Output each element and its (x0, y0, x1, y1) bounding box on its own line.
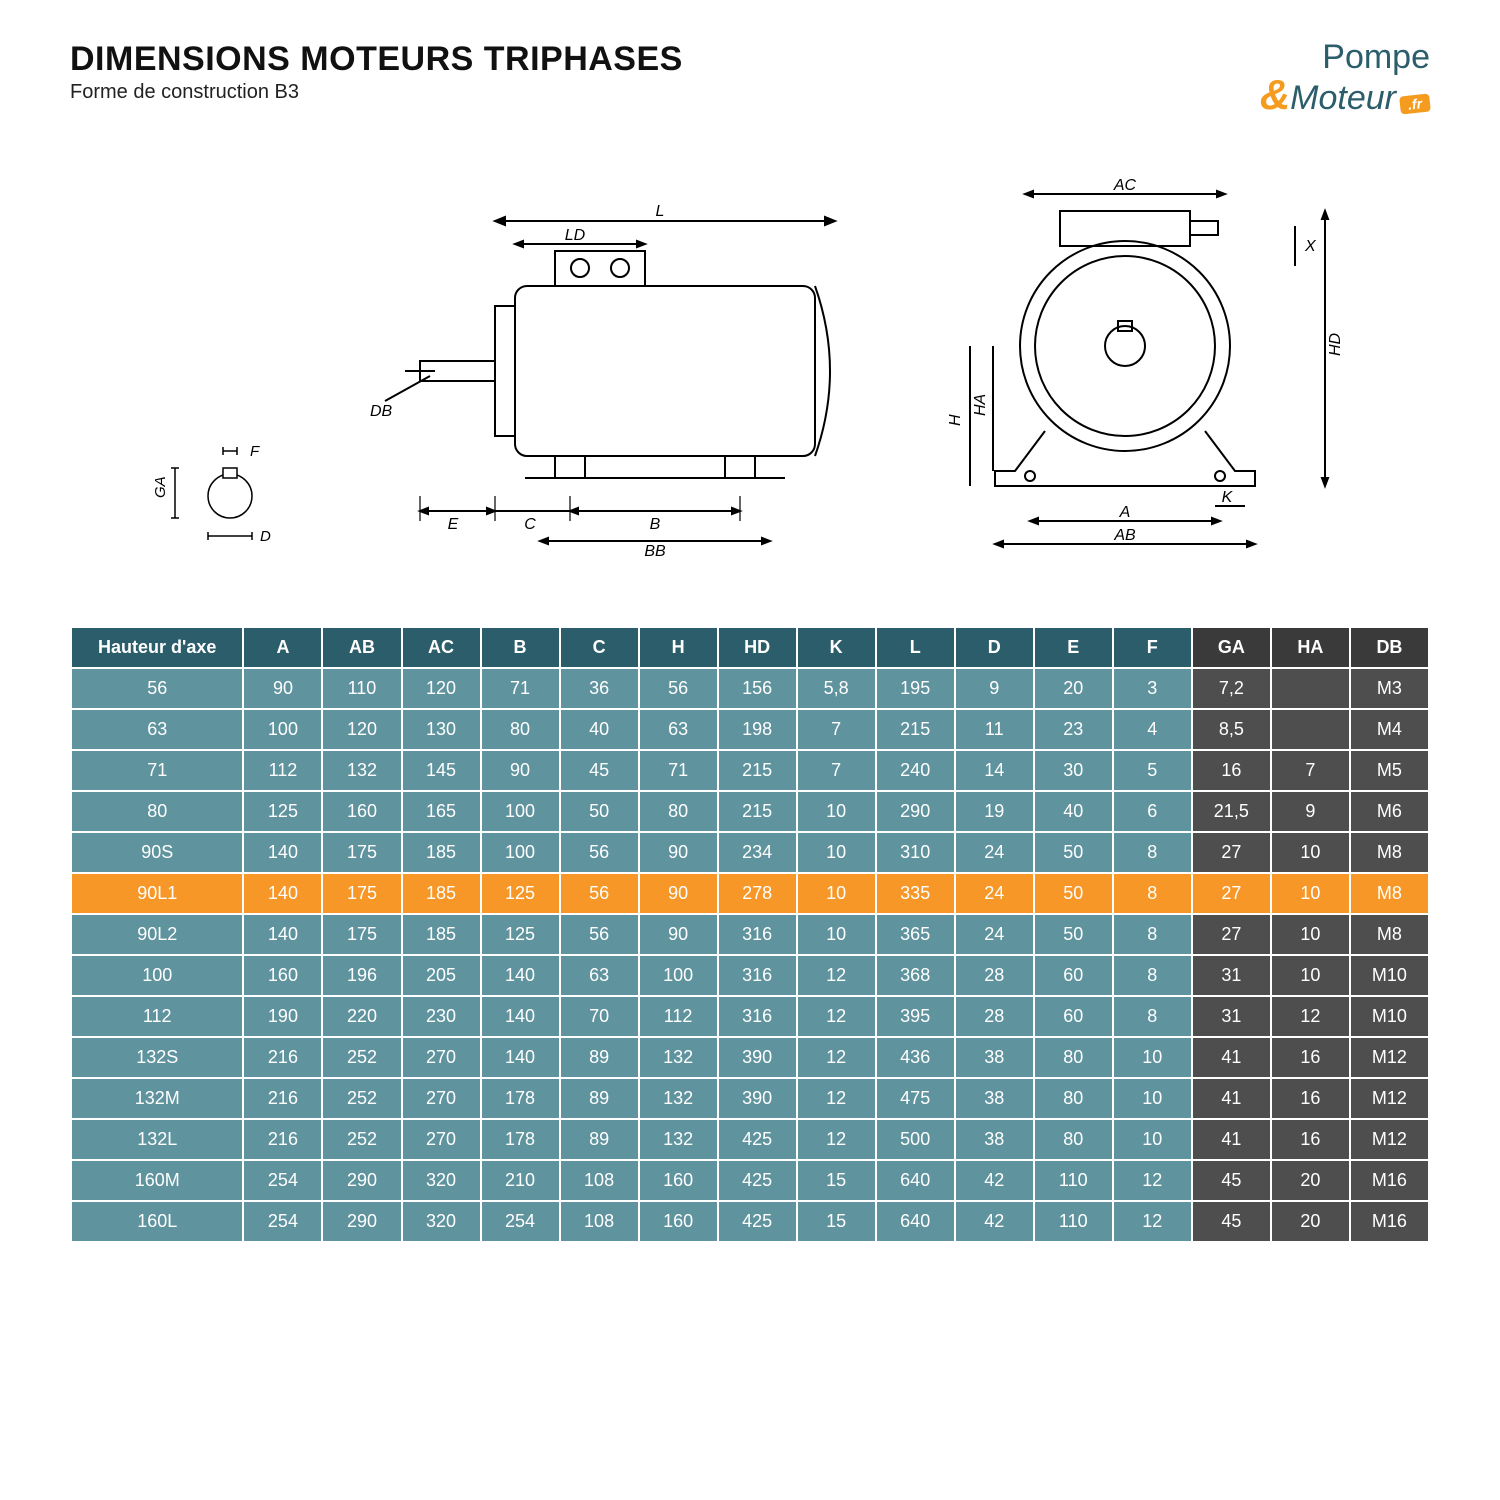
table-row: 801251601651005080215102901940621,59M6 (71, 791, 1429, 832)
table-row: 631001201308040631987215112348,5M4 (71, 709, 1429, 750)
svg-text:A: A (1119, 504, 1131, 521)
svg-text:L: L (656, 203, 665, 220)
table-row: 160M254290320210108160425156404211012452… (71, 1160, 1429, 1201)
column-header: GA (1192, 627, 1271, 668)
svg-text:H: H (947, 414, 964, 426)
column-header: L (876, 627, 955, 668)
table-row: 71112132145904571215724014305167M5 (71, 750, 1429, 791)
page-subtitle: Forme de construction B3 (70, 81, 683, 104)
svg-text:BB: BB (644, 543, 666, 560)
brand-logo: Pompe &Moteur.fr (1260, 40, 1430, 116)
svg-text:D: D (260, 528, 271, 545)
table-row: 1121902202301407011231612395286083112M10 (71, 996, 1429, 1037)
svg-text:AC: AC (1113, 177, 1137, 194)
page-title: DIMENSIONS MOTEURS TRIPHASES (70, 40, 683, 79)
svg-text:HA: HA (972, 394, 989, 416)
svg-text:HD: HD (1327, 332, 1344, 356)
svg-text:AB: AB (1113, 527, 1136, 544)
column-header: F (1113, 627, 1192, 668)
column-header: Hauteur d'axe (71, 627, 243, 668)
title-block: DIMENSIONS MOTEURS TRIPHASES Forme de co… (70, 40, 683, 104)
svg-text:K: K (1222, 489, 1234, 506)
column-header: H (639, 627, 718, 668)
svg-text:C: C (524, 516, 536, 533)
column-header: K (797, 627, 876, 668)
svg-text:DB: DB (370, 403, 393, 420)
diagram-shaft-end: GA F D (155, 416, 305, 556)
column-header: HD (718, 627, 797, 668)
table-row: 1001601962051406310031612368286083110M10 (71, 955, 1429, 996)
svg-text:GA: GA (152, 476, 169, 498)
table-row: 132M21625227017889132390124753880104116M… (71, 1078, 1429, 1119)
column-header: DB (1350, 627, 1429, 668)
dimensions-table: Hauteur d'axeAABACBCHHDKLDEFGAHADB 56901… (70, 626, 1430, 1243)
diagram-side-view: L LD DB E C B BB (365, 196, 885, 556)
table-row: 90L1140175185125569027810335245082710M8 (71, 873, 1429, 914)
table-row: 90L2140175185125569031610365245082710M8 (71, 914, 1429, 955)
table-row: 160L254290320254108160425156404211012452… (71, 1201, 1429, 1242)
svg-text:X: X (1304, 238, 1317, 255)
column-header: B (481, 627, 560, 668)
technical-diagrams: GA F D (70, 176, 1430, 556)
table-row: 90S140175185100569023410310245082710M8 (71, 832, 1429, 873)
column-header: C (560, 627, 639, 668)
column-header: HA (1271, 627, 1350, 668)
column-header: AC (402, 627, 481, 668)
table-row: 132L21625227017889132425125003880104116M… (71, 1119, 1429, 1160)
column-header: AB (322, 627, 401, 668)
table-header-row: Hauteur d'axeAABACBCHHDKLDEFGAHADB (71, 627, 1429, 668)
header: DIMENSIONS MOTEURS TRIPHASES Forme de co… (70, 40, 1430, 116)
column-header: E (1034, 627, 1113, 668)
svg-text:LD: LD (565, 227, 586, 244)
table-row: 132S21625227014089132390124363880104116M… (71, 1037, 1429, 1078)
column-header: A (243, 627, 322, 668)
svg-text:B: B (650, 516, 661, 533)
table-row: 56901101207136561565,819592037,2M3 (71, 668, 1429, 709)
diagram-front-view: AC X HD H HA K A AB (945, 176, 1345, 556)
svg-text:E: E (448, 516, 459, 533)
svg-text:F: F (250, 443, 260, 460)
column-header: D (955, 627, 1034, 668)
